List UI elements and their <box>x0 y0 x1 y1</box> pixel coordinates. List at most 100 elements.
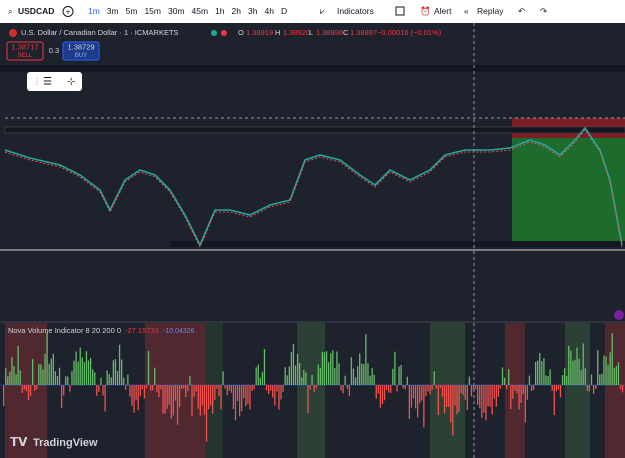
volume-bar <box>96 385 98 397</box>
volume-bar <box>85 351 88 385</box>
timeframe[interactable]: 3h <box>248 6 258 16</box>
volume-bar <box>34 385 36 391</box>
c-value: 1.38897 <box>350 28 377 37</box>
h-label: H <box>275 28 280 37</box>
indicators-icon[interactable]: ⩗ <box>320 6 325 16</box>
volume-bar <box>460 385 462 394</box>
volume-bar <box>342 385 344 394</box>
volume-bar <box>427 385 429 392</box>
volume-bar <box>77 361 79 385</box>
timeframe[interactable]: 45m <box>192 6 209 16</box>
price-path-shadow <box>4 129 623 249</box>
replay-icon[interactable]: « <box>464 6 469 16</box>
volume-bar <box>98 385 100 392</box>
buy-price[interactable]: 1.38729 <box>67 42 94 51</box>
alert-button[interactable]: Alert <box>434 6 452 16</box>
volume-bar <box>259 377 261 385</box>
volume-bar <box>377 385 379 394</box>
replay-button[interactable]: Replay <box>477 6 504 16</box>
timeframe[interactable]: 15m <box>144 6 161 16</box>
volume-bar <box>508 369 510 385</box>
target-zone <box>512 138 625 242</box>
volume-bar <box>263 349 266 385</box>
volume-bar <box>359 353 361 385</box>
timeframe[interactable]: 3m <box>107 6 119 16</box>
volume-bar <box>354 377 357 385</box>
volume-bar <box>274 385 276 406</box>
volume-bar <box>437 385 439 416</box>
volume-bar <box>414 385 417 409</box>
volume-bar <box>83 362 86 385</box>
volume-bar <box>56 376 59 385</box>
symbol[interactable]: USDCAD <box>18 6 54 16</box>
volume-bar <box>228 385 230 391</box>
zone <box>205 323 223 458</box>
volume-bar <box>323 352 326 385</box>
toolbar <box>0 0 625 23</box>
level <box>170 241 625 247</box>
timeframe[interactable]: 1m <box>88 6 100 16</box>
timeframe[interactable]: 4h <box>264 6 274 16</box>
volume-bar <box>363 363 365 385</box>
tool-lines[interactable]: ☰ <box>43 77 52 88</box>
volume-bar <box>340 385 342 391</box>
buy-button[interactable] <box>62 41 100 61</box>
volume-bar <box>621 385 624 393</box>
volume-bar <box>230 385 232 393</box>
volume-bar <box>292 343 295 385</box>
lightning-icon[interactable] <box>614 310 624 320</box>
volume-bar <box>510 385 512 410</box>
search-icon[interactable]: ⌕ <box>8 6 13 16</box>
volume-bar <box>487 385 489 407</box>
volume-bar <box>145 385 148 389</box>
alert-icon[interactable]: ⏰ <box>420 6 431 16</box>
volume-bar <box>131 385 133 406</box>
buy-label[interactable]: BUY <box>75 53 87 59</box>
volume-bar <box>195 385 197 392</box>
volume-bar <box>201 385 204 406</box>
volume-bar <box>532 385 535 391</box>
volume-bar <box>207 385 210 410</box>
sell-price[interactable]: 1.38717 <box>11 42 38 51</box>
band <box>0 65 625 72</box>
timeframe[interactable]: 5m <box>126 6 138 16</box>
volume-bar <box>603 355 605 385</box>
volume-bar <box>375 385 377 399</box>
volume-bar <box>592 385 595 395</box>
volume-bar <box>197 385 199 409</box>
volume-bar <box>92 369 94 385</box>
volume-bar <box>348 385 350 397</box>
volume-bar <box>127 374 129 385</box>
o-label: O <box>238 28 244 37</box>
volume-bar <box>545 375 547 385</box>
drag-handle[interactable]: ⋮ <box>33 77 41 86</box>
timeframe[interactable]: 30m <box>168 6 185 16</box>
add-symbol[interactable] <box>62 6 74 17</box>
volume-bar <box>599 374 601 385</box>
timeframe[interactable]: 1h <box>215 6 225 16</box>
volume-bar <box>36 385 38 390</box>
volume-bar <box>332 350 334 385</box>
indicators-button[interactable]: Indicators <box>337 6 374 16</box>
volume-bar <box>445 385 448 408</box>
undo[interactable]: ↶ <box>518 6 526 16</box>
timeframe[interactable]: 2h <box>232 6 242 16</box>
layouts-button[interactable] <box>395 6 405 16</box>
volume-bar <box>3 385 5 406</box>
sell-button[interactable] <box>6 41 44 61</box>
volume-bar <box>561 375 564 385</box>
volume-bar <box>147 350 150 385</box>
volume-bar <box>50 358 52 385</box>
volume-bar <box>79 347 81 385</box>
volume-bar <box>158 385 160 397</box>
volume-bar <box>576 347 578 385</box>
volume-bar <box>530 385 533 392</box>
volume-bar <box>501 367 504 385</box>
add-symbol-plus[interactable]: + <box>66 6 71 16</box>
redo[interactable]: ↷ <box>540 6 548 16</box>
timeframes: 1m 3m 5m 15m 30m 45m 1h 2h 3h 4h D <box>88 6 287 16</box>
sell-label[interactable]: SELL <box>18 53 33 59</box>
timeframe[interactable]: D <box>281 6 287 16</box>
tool-cross[interactable]: ⊹ <box>67 77 75 88</box>
